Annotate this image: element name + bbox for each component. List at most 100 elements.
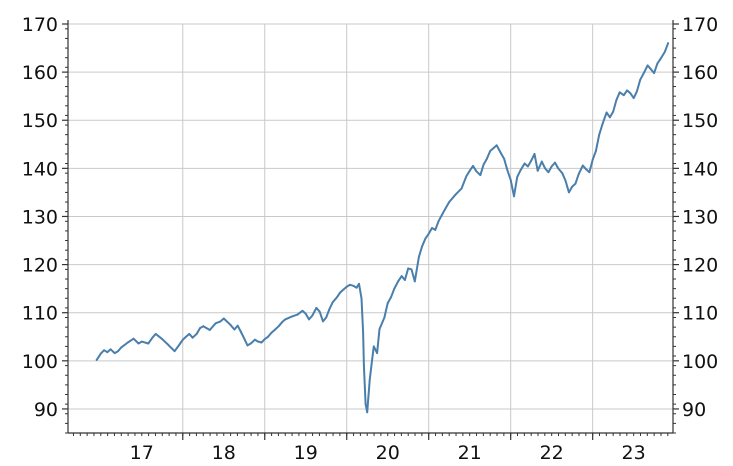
data-point xyxy=(331,301,334,304)
data-point xyxy=(639,78,642,81)
data-point xyxy=(489,150,492,152)
data-point xyxy=(513,195,515,198)
data-point xyxy=(208,329,211,331)
data-point xyxy=(236,324,239,327)
y-tick-label-right: 120 xyxy=(682,255,718,277)
data-point xyxy=(362,331,365,333)
data-point xyxy=(465,175,468,177)
y-tick-label-right: 130 xyxy=(682,206,718,228)
data-point xyxy=(249,342,252,345)
y-tick-label-right: 110 xyxy=(682,303,718,325)
data-point xyxy=(195,332,198,335)
data-point xyxy=(632,97,635,100)
data-point xyxy=(486,157,488,160)
data-point xyxy=(95,358,98,361)
data-point xyxy=(318,310,321,313)
data-point xyxy=(585,168,588,171)
x-tick-label: 18 xyxy=(212,442,236,464)
data-point xyxy=(308,318,310,321)
data-point xyxy=(472,165,474,167)
y-tick-label-left: 120 xyxy=(22,255,58,277)
data-point xyxy=(173,350,176,353)
y-tick-label-left: 150 xyxy=(22,110,58,132)
data-point xyxy=(667,42,669,45)
data-point xyxy=(120,346,123,349)
data-point xyxy=(368,379,371,381)
data-point xyxy=(475,170,478,173)
data-point xyxy=(378,328,381,330)
data-point xyxy=(421,245,424,248)
data-point xyxy=(503,157,506,160)
y-tick-label-left: 140 xyxy=(22,158,58,180)
y-tick-label-right: 160 xyxy=(682,62,718,84)
data-point xyxy=(536,169,539,172)
data-point xyxy=(544,167,547,170)
data-point xyxy=(646,64,649,67)
data-point xyxy=(126,341,129,344)
data-point xyxy=(284,318,287,321)
data-point xyxy=(376,352,378,355)
data-point xyxy=(270,332,273,334)
data-point xyxy=(495,144,498,147)
x-tick-label: 20 xyxy=(376,442,400,464)
data-point xyxy=(598,133,601,136)
data-point xyxy=(659,57,662,60)
data-point xyxy=(482,163,485,166)
data-point xyxy=(424,237,427,240)
data-point xyxy=(360,297,363,300)
y-tick-label-left: 160 xyxy=(22,62,58,84)
data-point xyxy=(561,172,564,175)
data-point xyxy=(516,176,519,178)
y-tick-label-right: 140 xyxy=(682,158,718,180)
data-point xyxy=(437,220,440,223)
data-point xyxy=(550,165,553,168)
data-point xyxy=(301,309,304,312)
data-point xyxy=(526,165,529,168)
data-point xyxy=(577,173,580,176)
data-point xyxy=(219,320,222,323)
data-point xyxy=(257,340,260,343)
data-point xyxy=(407,267,410,270)
data-point xyxy=(540,160,543,163)
data-point xyxy=(649,68,652,71)
data-point xyxy=(254,338,256,341)
data-point xyxy=(431,227,433,229)
data-point xyxy=(454,193,457,196)
data-point xyxy=(151,336,154,339)
data-point xyxy=(355,286,358,289)
data-point xyxy=(349,283,351,286)
data-point xyxy=(557,167,560,170)
data-point xyxy=(547,171,550,174)
data-point xyxy=(509,179,512,181)
data-point xyxy=(202,325,205,328)
y-tick-label-right: 90 xyxy=(682,399,706,421)
data-point xyxy=(339,291,342,294)
data-point xyxy=(595,150,597,152)
data-point xyxy=(663,51,666,53)
data-point xyxy=(554,161,556,164)
data-point xyxy=(386,302,389,304)
data-point xyxy=(397,280,400,282)
data-point xyxy=(530,159,533,162)
data-point xyxy=(636,90,638,93)
data-point xyxy=(117,350,119,353)
data-point xyxy=(161,338,164,341)
data-point xyxy=(523,162,526,165)
data-point xyxy=(185,335,187,338)
data-point xyxy=(653,72,656,74)
y-tick-label-right: 100 xyxy=(682,351,718,373)
data-point xyxy=(99,352,102,355)
x-tick-label: 19 xyxy=(294,442,318,464)
data-point xyxy=(468,169,471,172)
data-point xyxy=(574,182,577,185)
data-point xyxy=(240,331,242,333)
data-point xyxy=(345,285,348,288)
data-point xyxy=(413,280,416,283)
data-point xyxy=(618,91,621,94)
data-point xyxy=(460,187,463,190)
tick-marks xyxy=(62,23,679,440)
data-point xyxy=(263,338,266,341)
data-point xyxy=(434,229,437,231)
data-point xyxy=(267,335,269,338)
data-point xyxy=(622,94,625,97)
